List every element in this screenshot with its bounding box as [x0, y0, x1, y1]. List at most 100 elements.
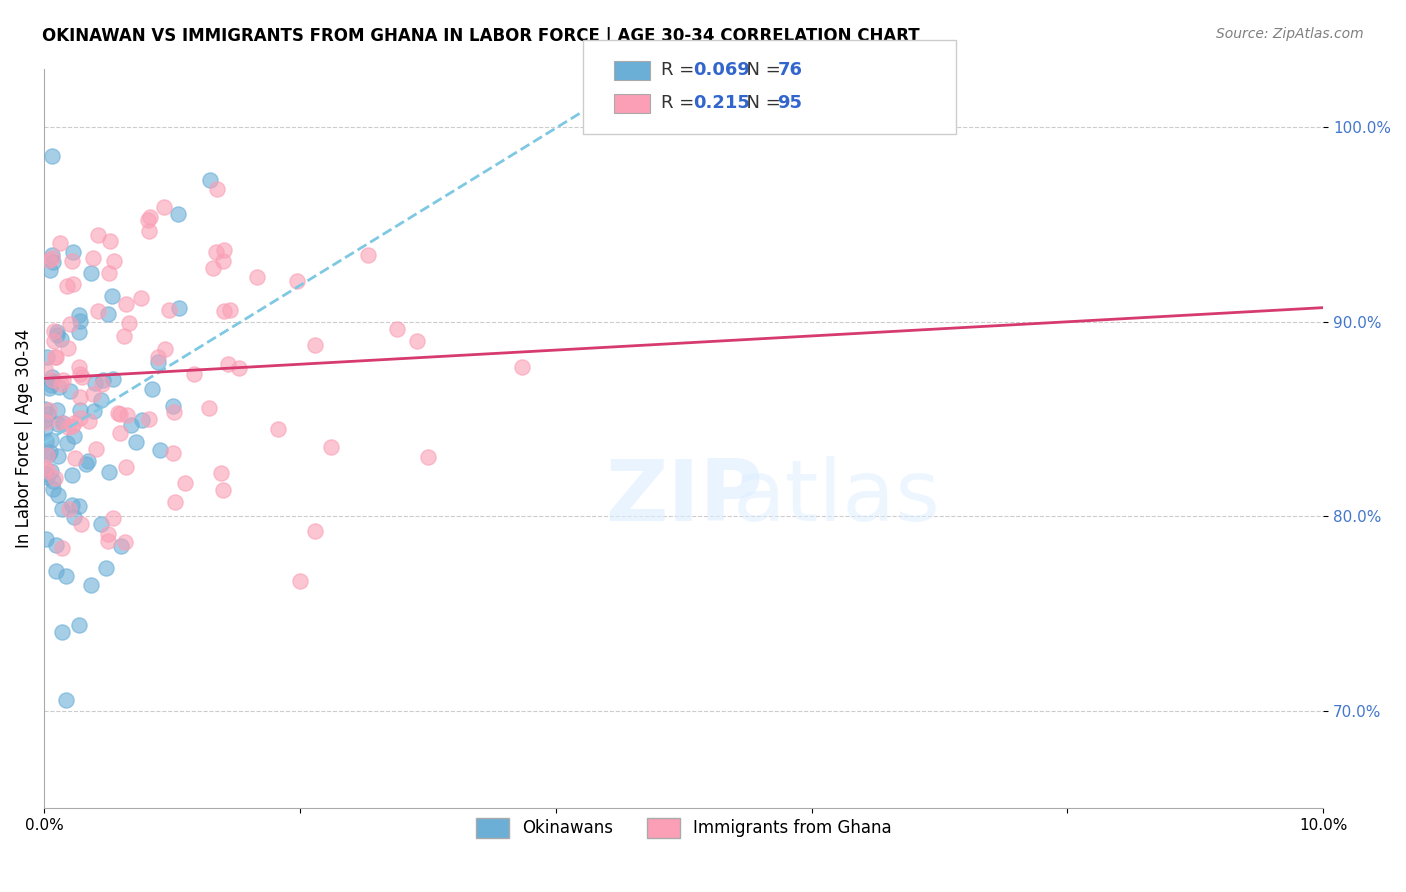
Text: N =: N =: [735, 95, 787, 112]
Point: [77, 454, 100, 468]
Point: [62, 244, 84, 259]
Point: [75, 457, 97, 471]
Point: [69, 359, 91, 374]
Point: [214, 304, 236, 318]
Point: [49, 376, 72, 391]
Point: [56, 420, 79, 434]
Y-axis label: In Labor Force | Age 30-34: In Labor Force | Age 30-34: [15, 329, 32, 548]
Text: atlas: atlas: [733, 456, 941, 539]
Point: [37, 448, 59, 462]
Point: [101, 372, 124, 386]
Point: [46, 488, 69, 502]
Point: [65, 450, 87, 465]
Point: [35, 415, 58, 429]
Point: [131, 291, 153, 305]
Point: [101, 288, 124, 302]
Point: [125, 435, 148, 450]
Point: [67, 499, 90, 513]
Text: N =: N =: [735, 62, 787, 79]
Point: [51, 541, 73, 556]
Point: [69, 314, 91, 328]
Point: [70, 517, 93, 532]
Point: [217, 357, 239, 371]
Text: Source: ZipAtlas.com: Source: ZipAtlas.com: [1216, 27, 1364, 41]
Point: [207, 182, 229, 196]
Point: [80, 267, 103, 281]
Point: [38, 252, 60, 267]
Point: [38, 381, 60, 395]
Point: [60, 418, 83, 433]
Point: [35, 467, 58, 481]
Point: [110, 539, 132, 553]
Point: [41, 251, 63, 265]
Point: [162, 399, 184, 413]
Point: [44, 350, 66, 364]
Point: [103, 254, 125, 268]
Point: [39, 377, 62, 392]
Point: [60, 253, 83, 268]
Point: [41, 474, 63, 488]
Point: [101, 511, 124, 525]
Point: [42, 482, 65, 496]
Point: [34, 402, 56, 417]
Point: [387, 322, 409, 336]
Point: [90, 517, 112, 532]
Legend: Okinawans, Immigrants from Ghana: Okinawans, Immigrants from Ghana: [468, 811, 898, 845]
Point: [163, 494, 186, 508]
Point: [114, 535, 136, 549]
Point: [41, 369, 63, 384]
Point: [148, 354, 170, 368]
Point: [97, 527, 120, 541]
Point: [41, 248, 63, 262]
Point: [51, 625, 73, 640]
Point: [34, 461, 56, 475]
Point: [96, 308, 118, 322]
Point: [100, 234, 122, 248]
Point: [87, 304, 110, 318]
Point: [108, 407, 131, 421]
Point: [41, 374, 63, 388]
Point: [62, 277, 84, 291]
Point: [55, 693, 77, 707]
Point: [44, 470, 66, 484]
Point: [69, 402, 91, 417]
Point: [67, 325, 90, 339]
Point: [162, 445, 184, 459]
Point: [44, 334, 66, 348]
Point: [97, 533, 120, 548]
Point: [267, 422, 290, 436]
Point: [96, 561, 118, 575]
Point: [83, 404, 105, 418]
Point: [138, 224, 160, 238]
Point: [82, 251, 104, 265]
Point: [60, 467, 83, 482]
Point: [91, 373, 114, 387]
Point: [141, 382, 163, 396]
Point: [69, 390, 91, 404]
Point: [211, 253, 233, 268]
Point: [163, 405, 186, 419]
Point: [48, 450, 70, 464]
Point: [58, 502, 80, 516]
Point: [357, 248, 380, 262]
Point: [49, 332, 72, 346]
Point: [63, 509, 86, 524]
Point: [107, 406, 129, 420]
Point: [41, 254, 63, 268]
Point: [406, 334, 429, 348]
Text: R =: R =: [661, 62, 700, 79]
Point: [51, 502, 73, 516]
Point: [63, 416, 86, 430]
Point: [131, 413, 153, 427]
Text: OKINAWAN VS IMMIGRANTS FROM GHANA IN LABOR FORCE | AGE 30-34 CORRELATION CHART: OKINAWAN VS IMMIGRANTS FROM GHANA IN LAB…: [42, 27, 920, 45]
Point: [98, 266, 121, 280]
Point: [219, 302, 242, 317]
Point: [228, 361, 250, 376]
Point: [155, 342, 177, 356]
Point: [77, 414, 100, 428]
Point: [120, 418, 142, 433]
Point: [157, 303, 180, 318]
Text: 76: 76: [778, 62, 803, 79]
Point: [112, 328, 135, 343]
Text: 95: 95: [778, 95, 803, 112]
